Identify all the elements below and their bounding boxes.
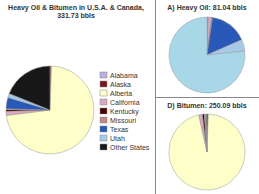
pie-slice xyxy=(6,66,94,154)
legend-swatch xyxy=(100,126,107,132)
pie-slice xyxy=(169,114,245,190)
chart-title: D) Bitumen: 250.09 bbls xyxy=(167,102,246,110)
pie-slice xyxy=(9,66,50,110)
legend-label: Texas xyxy=(110,126,129,133)
legend: Alabama Alaska Alberta California KentuckyMi… xyxy=(100,72,150,151)
pie xyxy=(169,114,245,190)
pie xyxy=(6,66,94,154)
chart-root: Heavy Oil & Bitumen in U.S.A. & Canada,3… xyxy=(0,0,259,194)
pie-slice xyxy=(6,110,50,115)
chart-title: A) Heavy Oil: 81.04 bbls xyxy=(167,4,246,12)
legend-swatch xyxy=(100,108,107,114)
pie-slice xyxy=(205,114,207,152)
legend-label: California xyxy=(110,99,140,106)
pie-slice xyxy=(206,114,207,152)
pie-slice xyxy=(169,17,245,93)
legend-swatch xyxy=(100,90,107,96)
chart-title: Heavy Oil & Bitumen in U.S.A. & Canada,3… xyxy=(8,4,144,19)
legend-swatch xyxy=(100,144,107,150)
pie-slice xyxy=(202,114,207,152)
legend-label: Kentucky xyxy=(110,108,139,116)
legend-label: Utah xyxy=(110,135,125,142)
pie-slice xyxy=(204,114,207,152)
legend-swatch xyxy=(100,135,107,141)
pie-slice xyxy=(199,114,207,152)
legend-swatch xyxy=(100,72,107,78)
legend-swatch xyxy=(100,117,107,123)
legend-label: Alberta xyxy=(110,90,132,97)
divider xyxy=(156,97,259,98)
legend-label: Other States xyxy=(110,144,150,151)
pie-slice xyxy=(206,114,207,152)
pie xyxy=(169,17,245,93)
legend-label: Missouri xyxy=(110,117,137,124)
legend-label: Alaska xyxy=(110,81,131,88)
legend-swatch xyxy=(100,99,107,105)
legend-swatch xyxy=(100,81,107,87)
legend-label: Alabama xyxy=(110,72,138,79)
